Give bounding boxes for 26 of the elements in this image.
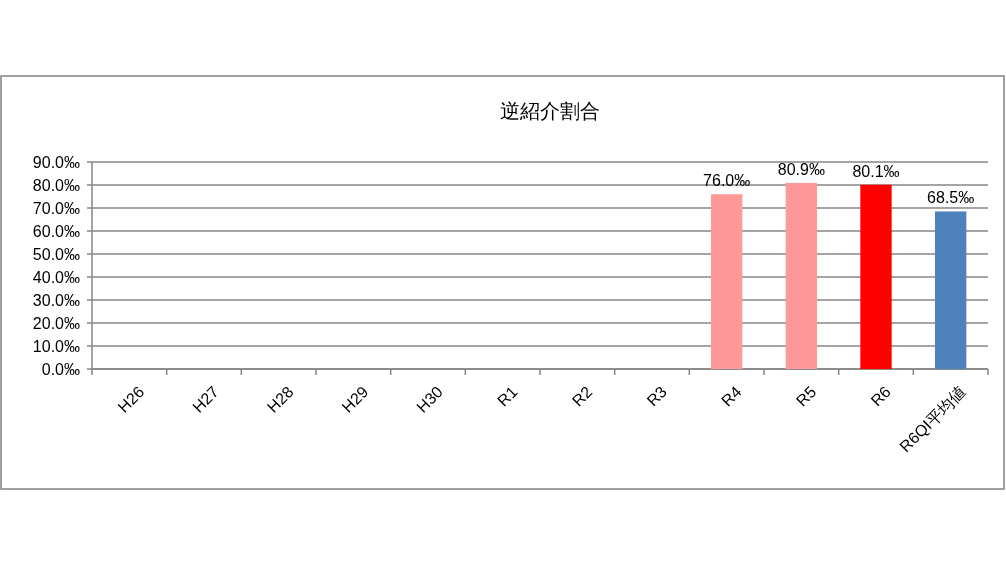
x-tick-label: R5	[792, 382, 820, 410]
data-label: 68.5‰	[927, 189, 975, 207]
data-label: 80.1‰	[852, 162, 900, 180]
y-tick-label: 60.0‰	[32, 222, 80, 240]
y-tick-label: 0.0‰	[41, 360, 80, 378]
x-tick-label: R4	[718, 382, 745, 410]
y-tick-label: 10.0‰	[32, 337, 80, 355]
y-tick-label: 50.0‰	[32, 245, 80, 263]
data-label: 80.9‰	[777, 160, 825, 178]
x-tick-label: R1	[494, 382, 521, 410]
y-tick-label: 30.0‰	[32, 291, 80, 309]
data-label: 76.0‰	[703, 172, 751, 190]
y-tick-label: 80.0‰	[32, 176, 80, 194]
x-tick-label: H29	[338, 382, 372, 416]
x-tick-label: R6	[867, 382, 895, 410]
x-tick-label: H30	[413, 382, 447, 416]
y-tick-label: 40.0‰	[32, 268, 80, 286]
x-tick-label: H27	[189, 382, 223, 416]
x-tick-label: R3	[643, 382, 671, 410]
chart-title: 逆紹介割合	[500, 100, 600, 122]
x-tick-label: H28	[263, 382, 297, 416]
y-tick-label: 70.0‰	[32, 199, 80, 217]
y-tick-label: 90.0‰	[32, 153, 80, 171]
x-tick-label: R2	[568, 382, 596, 410]
x-tick-label: H26	[114, 382, 148, 416]
y-tick-label: 20.0‰	[32, 314, 80, 332]
